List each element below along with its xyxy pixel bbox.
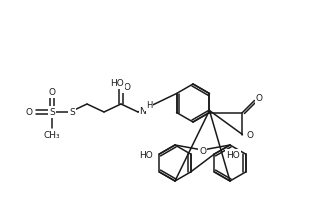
Text: CH₃: CH₃	[44, 131, 60, 140]
Text: HO: HO	[110, 78, 124, 88]
Text: S: S	[69, 108, 75, 117]
Text: O: O	[199, 146, 206, 156]
Text: O: O	[48, 88, 55, 96]
Text: S: S	[49, 108, 55, 117]
Text: HO: HO	[140, 151, 153, 159]
Text: N: N	[140, 107, 146, 116]
Text: H: H	[146, 101, 152, 110]
Text: O: O	[25, 108, 33, 117]
Text: O: O	[247, 131, 254, 140]
Text: O: O	[25, 108, 33, 117]
Text: O: O	[48, 88, 55, 96]
Text: HO: HO	[110, 78, 124, 88]
Text: O: O	[199, 146, 206, 156]
Text: HO: HO	[140, 151, 153, 159]
Text: O: O	[256, 94, 263, 103]
Text: S: S	[69, 108, 75, 117]
Text: O: O	[123, 82, 131, 91]
Text: S: S	[49, 108, 55, 117]
Text: HO: HO	[226, 151, 240, 159]
Text: O: O	[247, 131, 254, 140]
Text: O: O	[256, 94, 263, 103]
Text: CH₃: CH₃	[44, 131, 60, 140]
Text: N: N	[140, 107, 146, 116]
Text: H: H	[146, 101, 152, 110]
Text: HO: HO	[226, 151, 240, 159]
